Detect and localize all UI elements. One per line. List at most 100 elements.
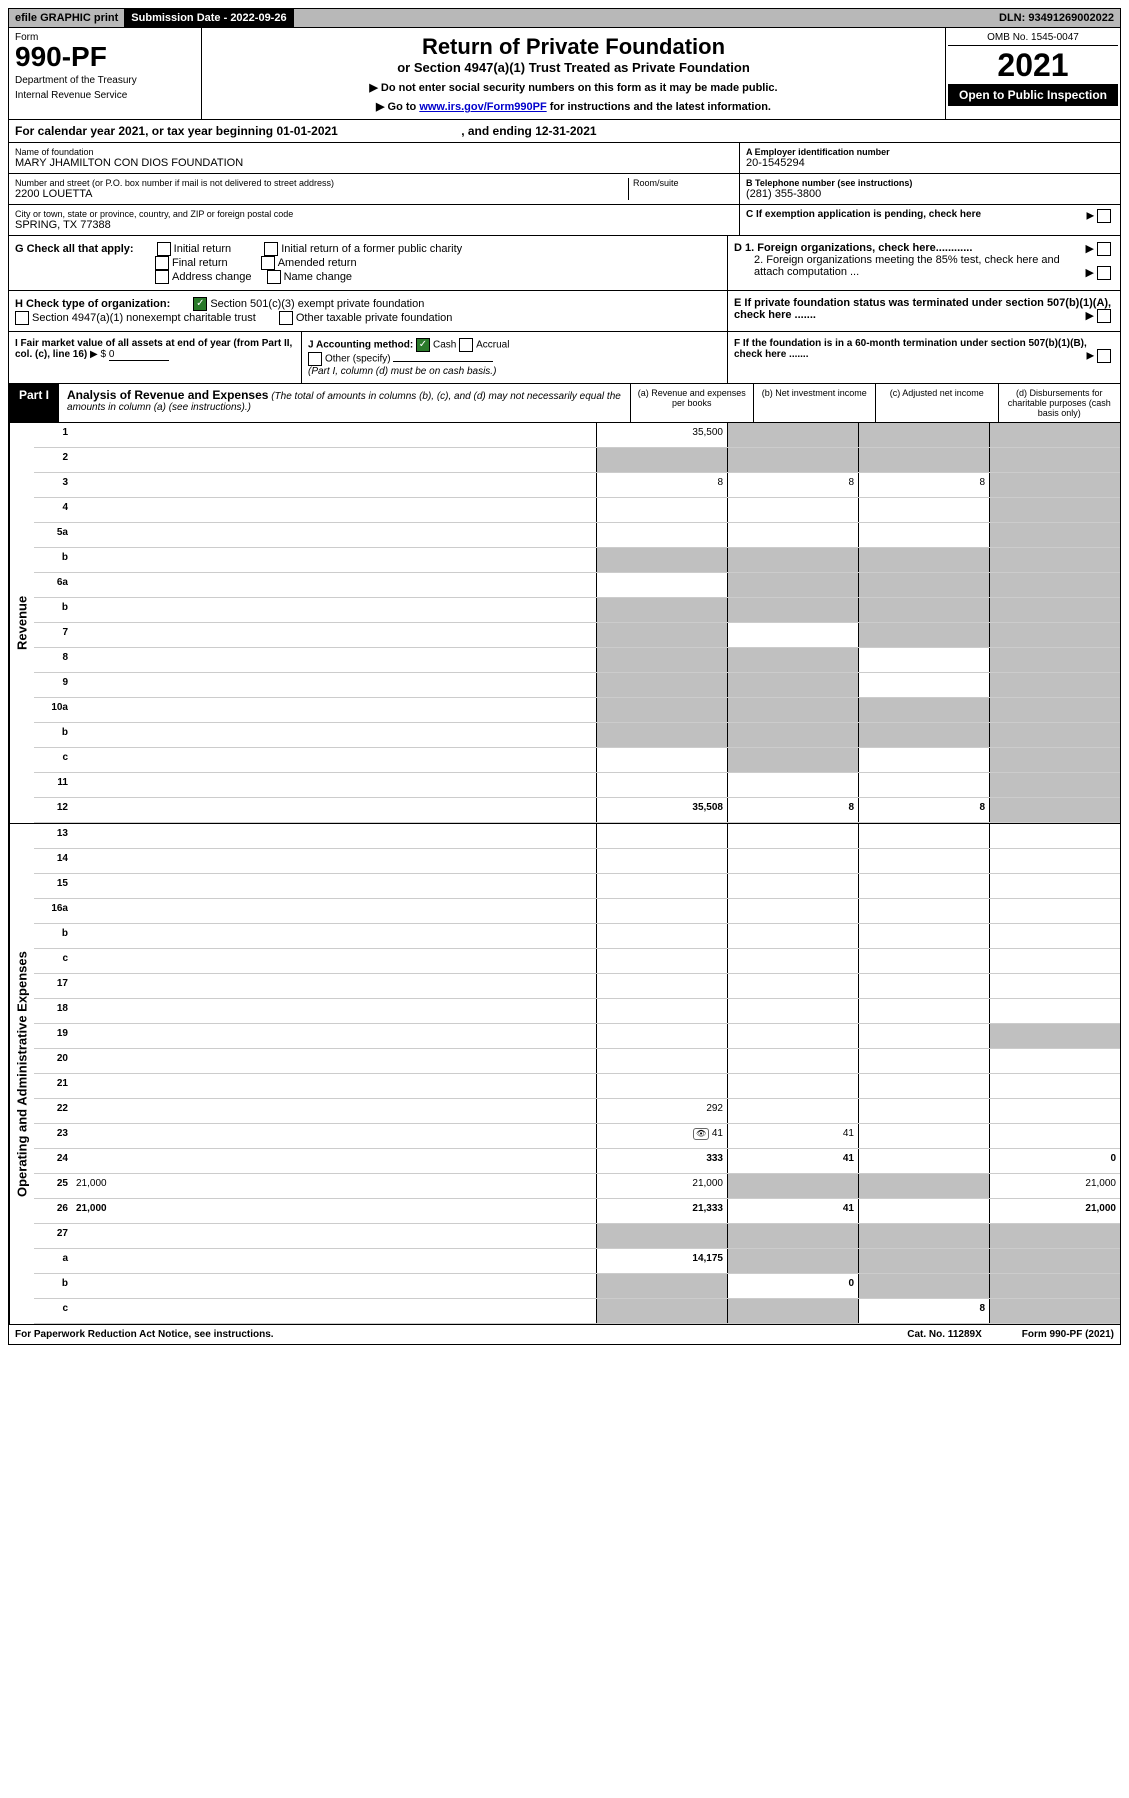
cell-c: 8 (858, 798, 989, 822)
row-description (72, 673, 596, 697)
name-change-checkbox[interactable] (267, 270, 281, 284)
phone-cell: B Telephone number (see instructions) (2… (740, 174, 1120, 205)
table-row: 12 35,508 8 8 (34, 798, 1120, 823)
row-number: 24 (34, 1149, 72, 1173)
cell-a: 8 (596, 473, 727, 497)
ein-cell: A Employer identification number 20-1545… (740, 143, 1120, 174)
f-checkbox[interactable] (1097, 349, 1111, 363)
cell-a (596, 748, 727, 772)
row-number: 26 (34, 1199, 72, 1223)
cell-c (858, 523, 989, 547)
row-number: 9 (34, 673, 72, 697)
irs-link[interactable]: www.irs.gov/Form990PF (419, 101, 546, 113)
h1-label: Section 501(c)(3) exempt private foundat… (210, 298, 424, 310)
cell-d (989, 974, 1120, 998)
table-row: 20 (34, 1049, 1120, 1074)
table-row: 25 21,000 21,000 21,000 (34, 1174, 1120, 1199)
h3-label: Other taxable private foundation (296, 312, 453, 324)
attachment-icon[interactable]: 👁 (693, 1128, 709, 1140)
checkbox-section-h: H Check type of organization: ✓Section 5… (8, 291, 1121, 332)
cell-d (989, 899, 1120, 923)
cell-d (989, 1224, 1120, 1248)
g2-label: Initial return of a former public charit… (281, 243, 462, 255)
cell-d (989, 1074, 1120, 1098)
cell-b (727, 623, 858, 647)
g4-label: Amended return (278, 257, 357, 269)
open-public-badge: Open to Public Inspection (948, 84, 1118, 106)
row-number: 4 (34, 498, 72, 522)
d2-checkbox[interactable] (1097, 266, 1111, 280)
cell-a (596, 723, 727, 747)
address: 2200 LOUETTA (15, 188, 628, 200)
e-checkbox[interactable] (1097, 309, 1111, 323)
h-checks: H Check type of organization: ✓Section 5… (9, 291, 728, 331)
ein-label: A Employer identification number (746, 147, 1114, 157)
row-number: c (34, 949, 72, 973)
row-description (72, 849, 596, 873)
dln-label: DLN: 93491269002022 (993, 9, 1120, 27)
row-description (72, 448, 596, 472)
row-description (72, 824, 596, 848)
cell-b (727, 949, 858, 973)
row-description (72, 748, 596, 772)
cell-c (858, 849, 989, 873)
amended-checkbox[interactable] (261, 256, 275, 270)
row-description (72, 598, 596, 622)
row-description (72, 648, 596, 672)
form-number: 990-PF (15, 43, 195, 71)
row-number: 8 (34, 648, 72, 672)
col-c-header: (c) Adjusted net income (875, 384, 998, 422)
row-description (72, 498, 596, 522)
accrual-checkbox[interactable] (459, 338, 473, 352)
footer-center: Cat. No. 11289X (907, 1329, 981, 1340)
cell-c (858, 924, 989, 948)
revenue-side-label: Revenue (9, 423, 34, 823)
cell-b (727, 1099, 858, 1123)
address-cell: Number and street (or P.O. box number if… (9, 174, 739, 205)
row-number: 14 (34, 849, 72, 873)
omb-number: OMB No. 1545-0047 (948, 30, 1118, 46)
cell-a (596, 899, 727, 923)
table-row: 26 21,000 21,333 41 21,000 (34, 1199, 1120, 1224)
expenses-body: 13 14 15 16a b (34, 824, 1120, 1324)
cell-b (727, 1074, 858, 1098)
row-number: c (34, 1299, 72, 1323)
row-number: b (34, 548, 72, 572)
initial-return-checkbox[interactable] (157, 242, 171, 256)
table-row: b 0 (34, 1274, 1120, 1299)
cell-d (989, 448, 1120, 472)
header-left: Form 990-PF Department of the Treasury I… (9, 28, 202, 119)
cell-c (858, 1224, 989, 1248)
col-b-header: (b) Net investment income (753, 384, 876, 422)
initial-former-checkbox[interactable] (264, 242, 278, 256)
final-return-checkbox[interactable] (155, 256, 169, 270)
d1-checkbox[interactable] (1097, 242, 1111, 256)
c-checkbox[interactable] (1097, 209, 1111, 223)
cell-b (727, 748, 858, 772)
cell-c (858, 1249, 989, 1273)
cell-c (858, 1149, 989, 1173)
cash-checkbox[interactable]: ✓ (416, 338, 430, 352)
cell-a (596, 698, 727, 722)
address-change-checkbox[interactable] (155, 270, 169, 284)
501c3-checkbox[interactable]: ✓ (193, 297, 207, 311)
exemption-cell: C If exemption application is pending, c… (740, 205, 1120, 224)
cell-a (596, 648, 727, 672)
cell-d (989, 748, 1120, 772)
cell-b (727, 1024, 858, 1048)
cell-c (858, 1099, 989, 1123)
cell-d (989, 598, 1120, 622)
cell-a (596, 949, 727, 973)
other-method-checkbox[interactable] (308, 352, 322, 366)
cell-c (858, 1049, 989, 1073)
table-row: c (34, 949, 1120, 974)
4947-checkbox[interactable] (15, 311, 29, 325)
table-row: 16a (34, 899, 1120, 924)
cell-d (989, 824, 1120, 848)
cell-a (596, 773, 727, 797)
row-description (72, 1149, 596, 1173)
row-description (72, 974, 596, 998)
cell-b: 8 (727, 798, 858, 822)
other-taxable-checkbox[interactable] (279, 311, 293, 325)
table-row: 21 (34, 1074, 1120, 1099)
